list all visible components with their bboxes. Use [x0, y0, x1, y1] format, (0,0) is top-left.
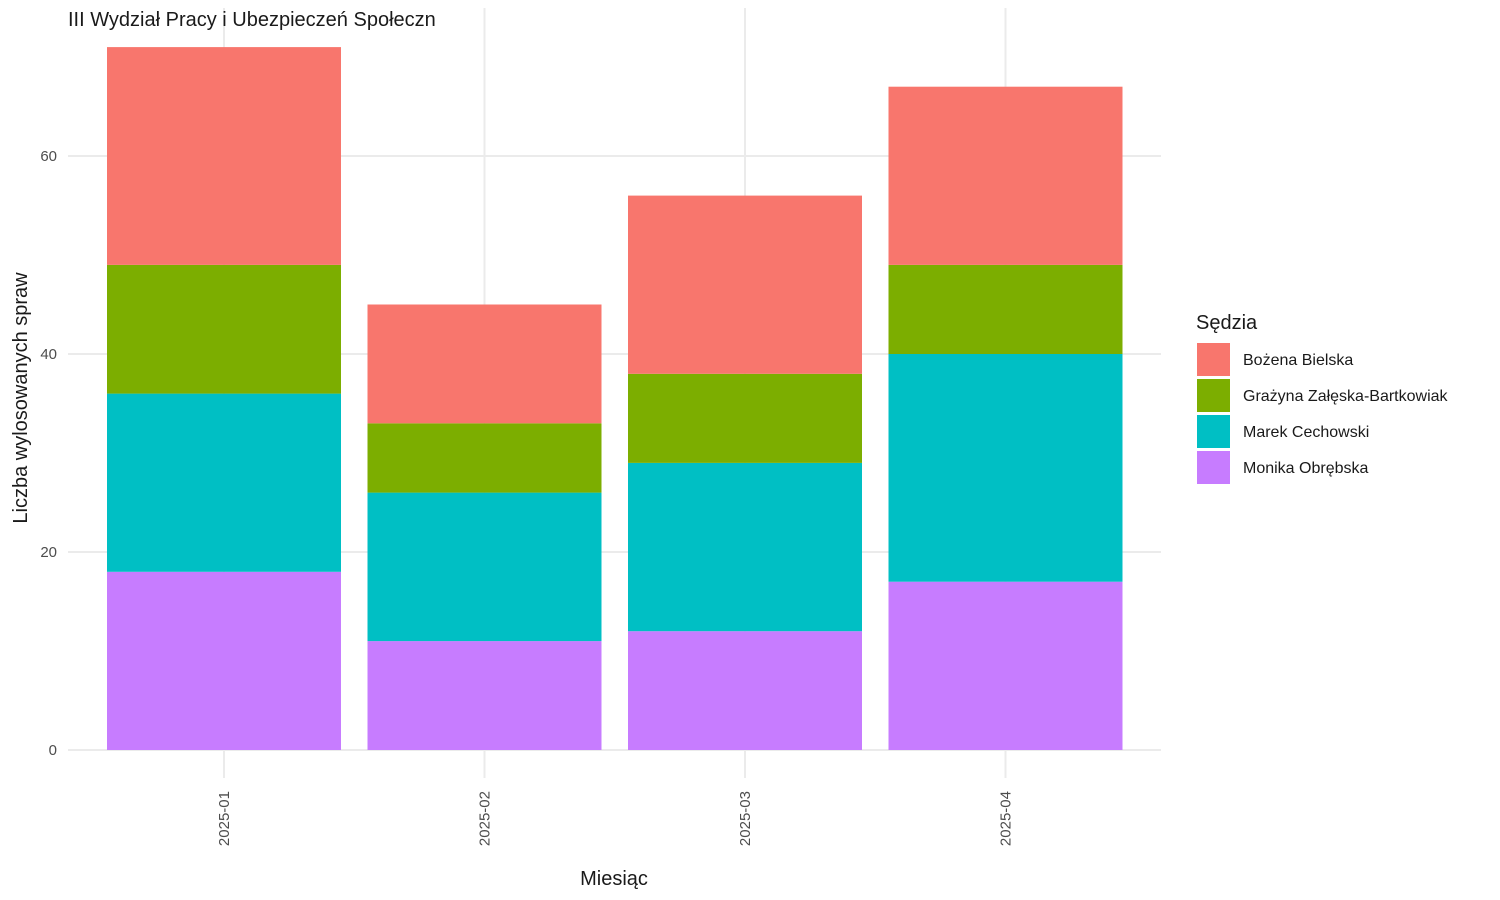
x-tick-label: 2025-02: [477, 791, 494, 846]
legend-title: Sędzia: [1196, 312, 1258, 334]
bar-segment: [367, 304, 602, 424]
legend-label: Bożena Bielska: [1243, 352, 1353, 369]
bar-segment: [888, 581, 1123, 750]
bar-segment: [367, 423, 602, 493]
bar-segment: [628, 373, 862, 463]
y-tick-label: 0: [49, 742, 57, 759]
legend-swatch: [1197, 451, 1230, 484]
axis-ticks: 0 20 40 60 2025-01 2025-02 2025-03 2025-04: [40, 148, 1014, 846]
x-axis-title: Miesiąc: [580, 868, 648, 890]
x-tick-label: 2025-04: [998, 791, 1015, 846]
legend-label: Grażyna Załęska-Bartkowiak: [1243, 388, 1449, 405]
y-tick-label: 60: [40, 148, 57, 165]
y-tick-label: 40: [40, 346, 57, 363]
chart-title: III Wydział Pracy i Ubezpieczeń Społeczn: [68, 9, 436, 31]
bar-segment: [107, 264, 341, 394]
x-tick-label: 2025-03: [737, 791, 754, 846]
bar-segment: [107, 571, 341, 750]
bar-segment: [628, 631, 862, 750]
bar-segment: [888, 354, 1123, 582]
bar-segment: [628, 195, 862, 374]
bars: [107, 47, 1123, 750]
legend-swatch: [1197, 415, 1230, 448]
legend-label: Marek Cechowski: [1243, 424, 1369, 441]
legend-label: Monika Obrębska: [1243, 460, 1368, 477]
bar-segment: [367, 641, 602, 750]
legend-swatch: [1197, 379, 1230, 412]
bar-segment: [107, 47, 341, 265]
y-axis-title: Liczba wylosowanych spraw: [10, 272, 32, 524]
bar-segment: [888, 264, 1123, 354]
legend-swatch: [1197, 343, 1230, 376]
bar-segment: [107, 393, 341, 572]
bar-segment: [628, 462, 862, 632]
x-tick-label: 2025-01: [216, 791, 233, 846]
legend: Sędzia Bożena Bielska Grażyna Załęska-Bar…: [1196, 312, 1449, 484]
y-tick-label: 20: [40, 544, 57, 561]
bar-segment: [367, 492, 602, 642]
bar-segment: [888, 86, 1123, 265]
